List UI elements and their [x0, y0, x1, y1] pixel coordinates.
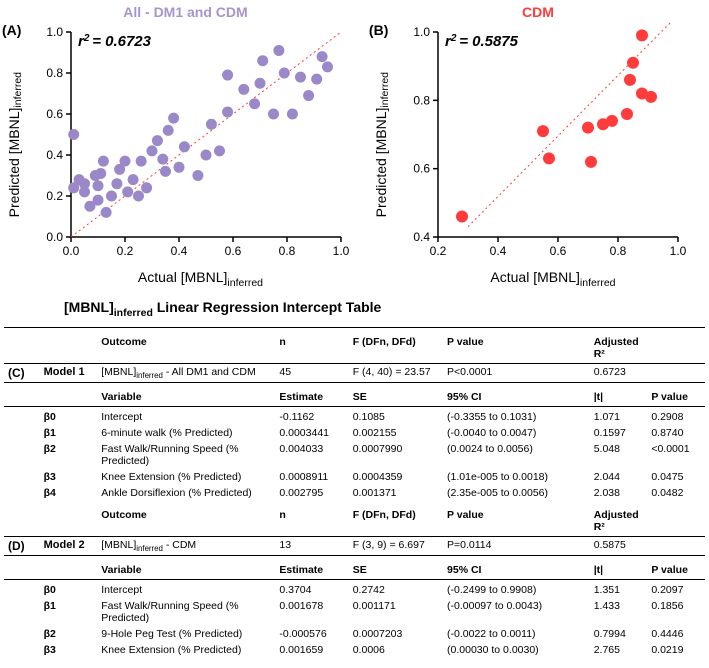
chart-b-svg: 0.20.40.60.81.00.40.60.81.0r2 = 0.5875 — [393, 22, 693, 267]
svg-text:0.2: 0.2 — [116, 244, 133, 258]
svg-text:0.6: 0.6 — [46, 107, 63, 121]
chart-a-ylabel: Predicted [MBNL]inferred — [4, 72, 26, 217]
chart-a-title: All - DM1 and CDM — [4, 4, 367, 20]
svg-text:0.8: 0.8 — [609, 244, 626, 258]
panel-c: (C) — [4, 363, 40, 382]
charts-row: (A) All - DM1 and CDM Predicted [MBNL]in… — [4, 4, 705, 289]
svg-text:0.8: 0.8 — [413, 93, 430, 107]
svg-text:r2 = 0.5875: r2 = 0.5875 — [445, 33, 519, 51]
svg-text:0.0: 0.0 — [46, 230, 63, 244]
model1-outcome: [MBNL]inferred - All DM1 and CDM — [97, 363, 275, 382]
model2-label: Model 2 — [40, 536, 98, 555]
svg-text:0.8: 0.8 — [46, 66, 63, 80]
model1-label: Model 1 — [40, 363, 98, 382]
svg-text:0.4: 0.4 — [46, 148, 63, 162]
model2-outcome: [MBNL]inferred - CDM — [97, 536, 275, 555]
svg-text:0.6: 0.6 — [413, 162, 430, 176]
svg-text:0.4: 0.4 — [170, 244, 187, 258]
svg-text:0.8: 0.8 — [278, 244, 295, 258]
chart-a-xlabel: Actual [MBNL]inferred — [4, 269, 367, 289]
svg-text:0.0: 0.0 — [62, 244, 79, 258]
svg-text:0.4: 0.4 — [489, 244, 506, 258]
regression-table-title: [MBNL]inferred Linear Regression Interce… — [4, 291, 705, 327]
svg-text:1.0: 1.0 — [669, 244, 686, 258]
chart-b-block: (B) CDM Predicted [MBNL]inferred 0.20.40… — [371, 4, 705, 289]
chart-b-title: CDM — [371, 4, 705, 20]
chart-b-xlabel: Actual [MBNL]inferred — [371, 269, 705, 289]
svg-text:0.2: 0.2 — [46, 189, 63, 203]
svg-text:r2 = 0.6723: r2 = 0.6723 — [78, 33, 152, 51]
svg-text:0.4: 0.4 — [413, 230, 430, 244]
panel-d: (D) — [4, 536, 40, 555]
svg-text:0.6: 0.6 — [549, 244, 566, 258]
chart-a-svg: 0.0 0.2 0.4 0.6 0.8 1.0 0.0 0.2 0.4 0.6 0.8 1.0 r2 =… — [26, 22, 356, 267]
svg-text:1.0: 1.0 — [46, 25, 63, 39]
chart-b-ylabel: Predicted [MBNL]inferred — [371, 72, 393, 217]
regression-table: OutcomenF (DFn, DFd)P valueAdjusted R²(C… — [4, 327, 705, 658]
svg-text:0.2: 0.2 — [429, 244, 446, 258]
svg-text:1.0: 1.0 — [332, 244, 349, 258]
svg-text:1.0: 1.0 — [413, 25, 430, 39]
chart-a-block: (A) All - DM1 and CDM Predicted [MBNL]in… — [4, 4, 367, 289]
svg-text:0.6: 0.6 — [224, 244, 241, 258]
